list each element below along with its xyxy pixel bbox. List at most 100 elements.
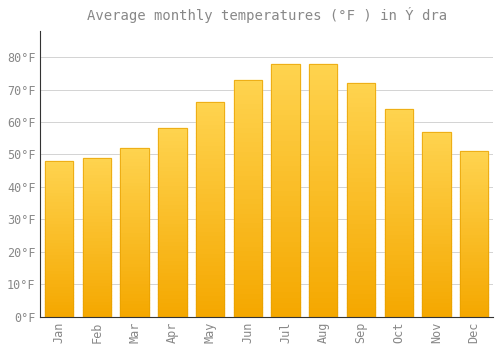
Bar [234,270,262,274]
Bar [234,203,262,208]
Bar [120,175,149,178]
Bar [234,194,262,198]
Bar [83,250,111,253]
Bar [422,239,450,243]
Bar [272,180,299,185]
Bar [460,198,488,201]
Bar [120,219,149,222]
Bar [272,261,299,266]
Bar [422,287,450,291]
Bar [196,180,224,184]
Bar [460,211,488,214]
Bar [196,240,224,244]
Bar [309,69,338,74]
Bar [384,250,413,254]
Bar [158,193,186,196]
Bar [309,302,338,307]
Bar [45,176,74,180]
Bar [45,248,74,251]
Bar [158,128,186,317]
Bar [384,201,413,205]
Bar [83,275,111,279]
Bar [347,261,375,265]
Bar [45,161,74,317]
Bar [272,165,299,170]
Bar [422,258,450,261]
Bar [460,267,488,271]
Bar [347,83,375,88]
Bar [309,134,338,140]
Bar [272,89,299,94]
Bar [272,155,299,160]
Bar [347,190,375,195]
Bar [83,202,111,205]
Bar [272,312,299,317]
Bar [234,156,262,160]
Bar [83,158,111,317]
Bar [309,64,338,69]
Bar [45,167,74,170]
Bar [347,172,375,176]
Bar [234,118,262,122]
Bar [309,175,338,180]
Bar [384,221,413,225]
Bar [384,126,413,130]
Bar [347,139,375,144]
Bar [234,236,262,241]
Bar [158,238,186,241]
Bar [83,266,111,269]
Bar [83,282,111,285]
Bar [309,220,338,226]
Bar [120,249,149,253]
Bar [272,134,299,140]
Bar [460,234,488,237]
Bar [120,307,149,310]
Bar [460,178,488,181]
Bar [422,132,450,317]
Bar [422,143,450,147]
Bar [384,167,413,172]
Bar [196,111,224,116]
Bar [460,241,488,244]
Bar [272,170,299,175]
Bar [120,273,149,276]
Bar [45,314,74,317]
Bar [158,144,186,147]
Bar [422,150,450,154]
Bar [196,261,224,265]
Bar [83,285,111,288]
Bar [120,243,149,246]
Bar [158,298,186,302]
Bar [45,292,74,295]
Bar [83,212,111,215]
Bar [309,246,338,251]
Bar [422,272,450,276]
Bar [347,205,375,209]
Bar [234,122,262,127]
Bar [83,301,111,304]
Bar [422,224,450,228]
Bar [309,94,338,99]
Bar [460,151,488,317]
Bar [120,276,149,280]
Bar [460,161,488,164]
Bar [384,192,413,196]
Bar [196,214,224,218]
Bar [309,145,338,150]
Bar [196,287,224,291]
Bar [422,232,450,236]
Bar [384,175,413,180]
Bar [83,304,111,307]
Bar [272,236,299,241]
Bar [309,150,338,155]
Bar [196,270,224,274]
Bar [309,286,338,292]
Bar [83,247,111,250]
Bar [272,307,299,312]
Bar [45,180,74,183]
Bar [422,154,450,158]
Bar [120,300,149,303]
Bar [83,170,111,174]
Bar [83,228,111,231]
Bar [83,225,111,228]
